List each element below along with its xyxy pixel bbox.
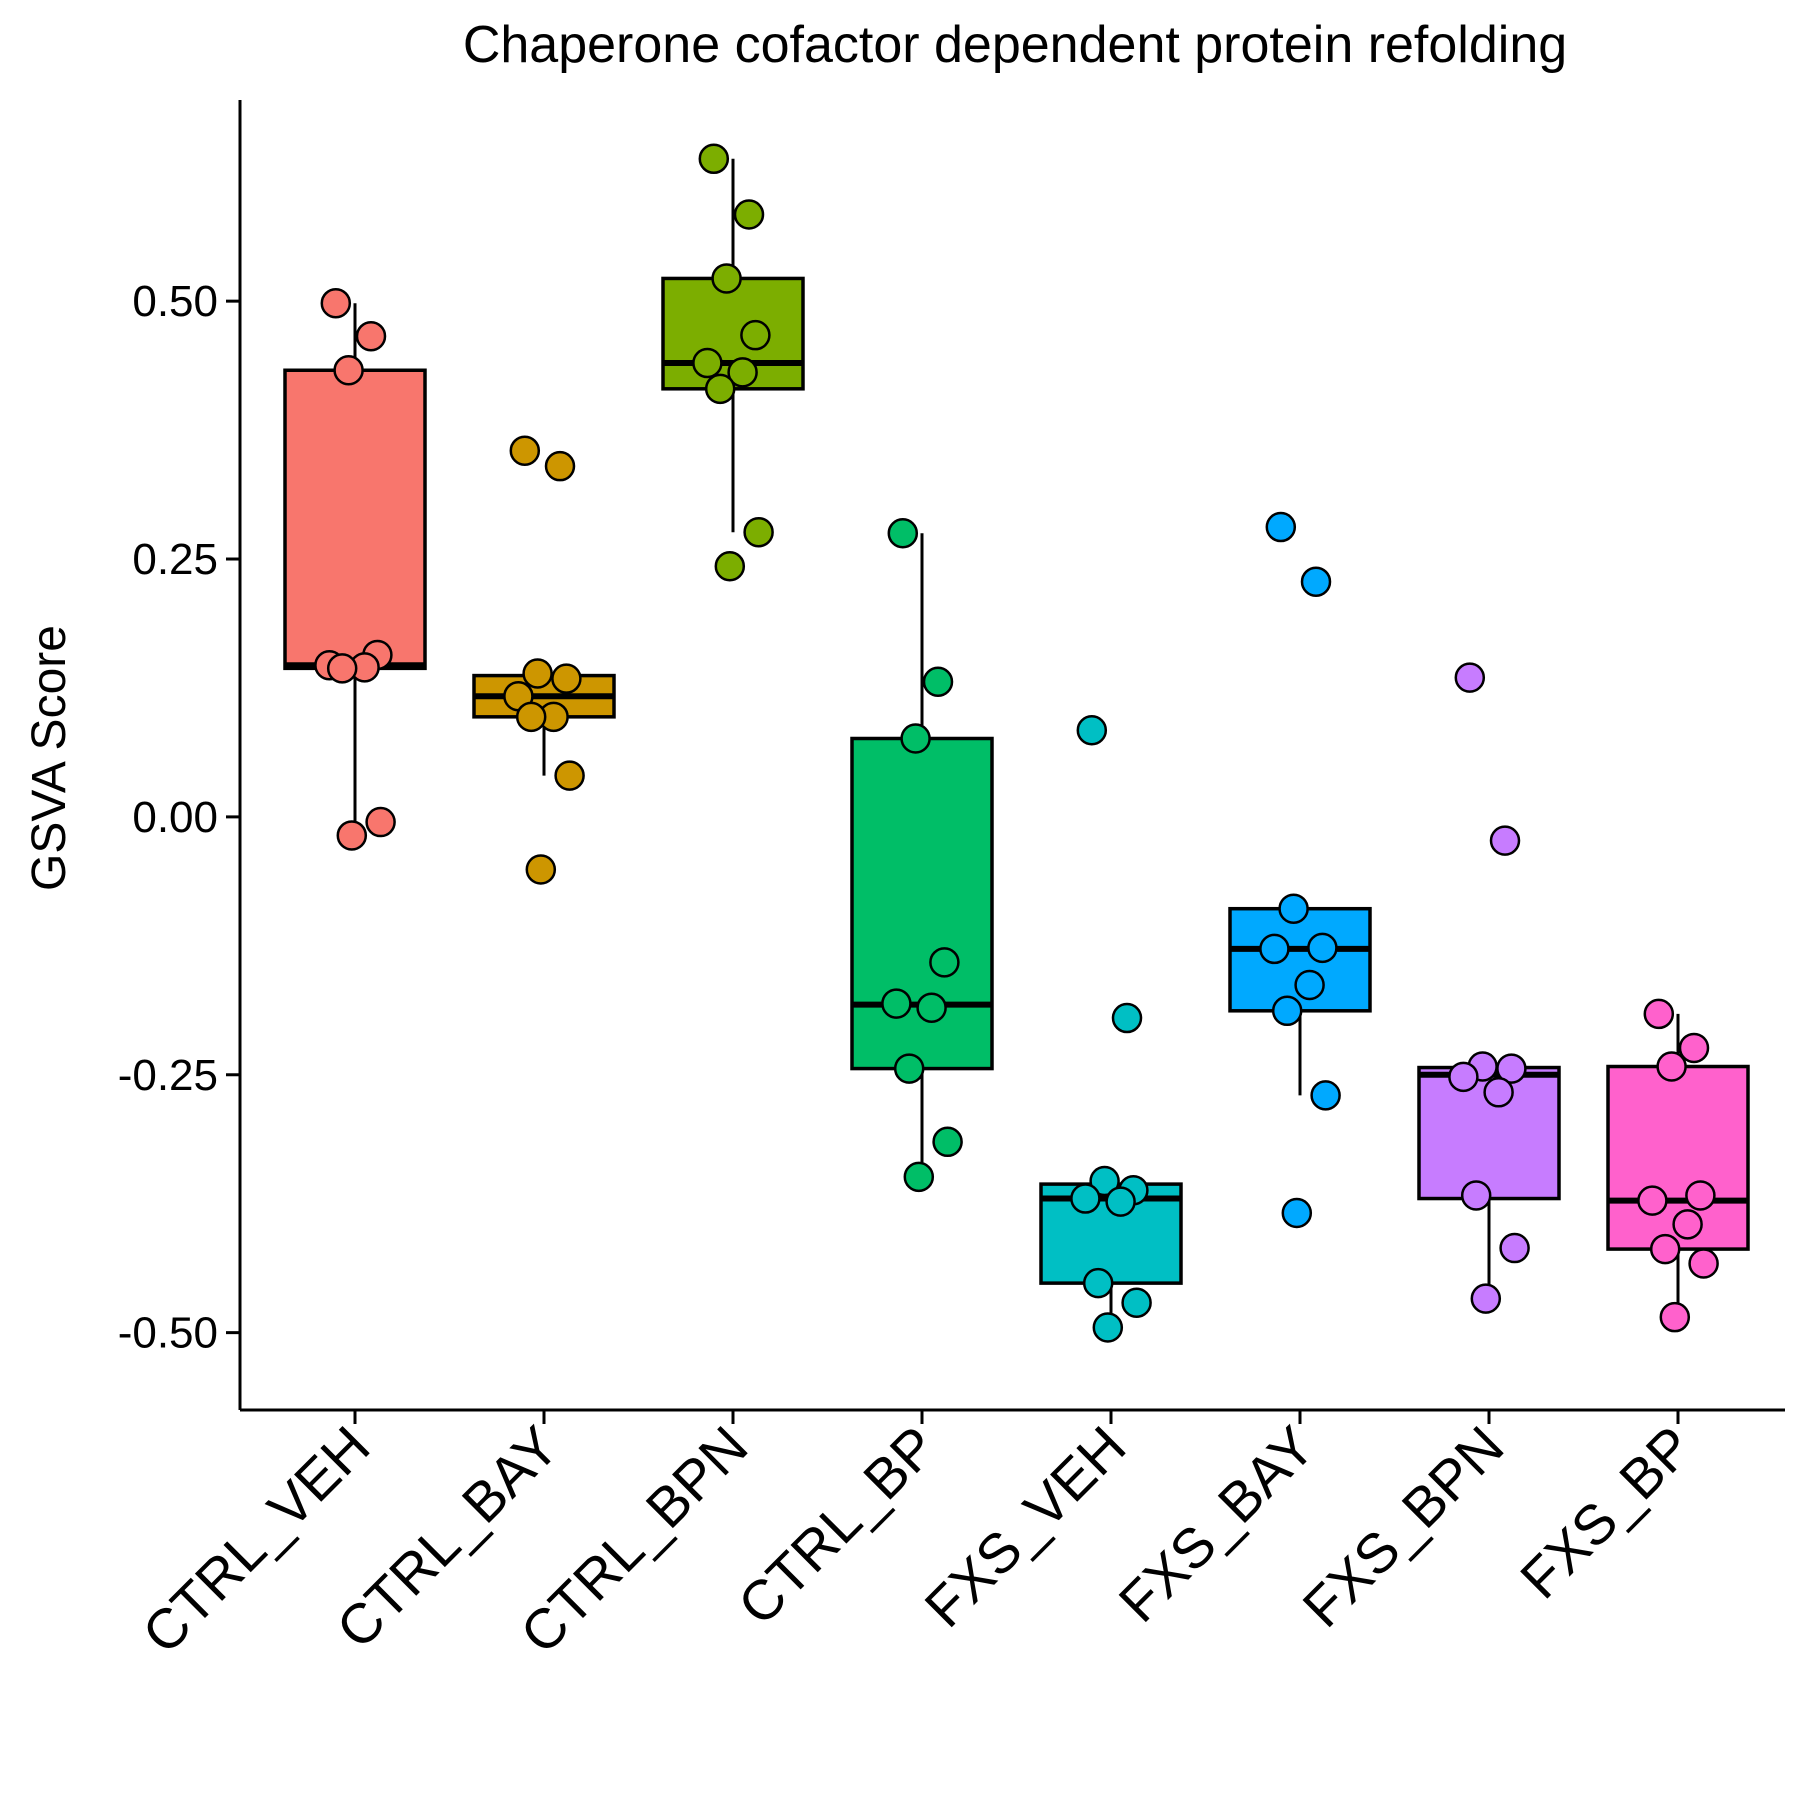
data-point bbox=[1281, 1197, 1313, 1229]
data-point bbox=[887, 517, 919, 549]
data-point bbox=[1637, 1185, 1668, 1216]
box-group-ctrl-bp bbox=[850, 517, 994, 1193]
data-point bbox=[1659, 1301, 1691, 1333]
chart-title: Chaperone cofactor dependent protein ref… bbox=[463, 16, 1567, 74]
y-tick-label: -0.50 bbox=[118, 1309, 218, 1358]
data-point bbox=[1265, 511, 1297, 543]
data-point bbox=[903, 1161, 935, 1193]
data-point bbox=[355, 320, 387, 352]
data-point bbox=[1649, 1233, 1681, 1265]
data-point bbox=[1496, 1053, 1527, 1084]
data-point bbox=[509, 435, 541, 466]
data-point bbox=[365, 806, 396, 838]
y-tick-label: 0.00 bbox=[132, 793, 218, 842]
plot-area bbox=[283, 143, 1750, 1343]
data-point bbox=[1105, 1186, 1136, 1217]
data-point bbox=[1483, 1077, 1514, 1108]
data-point bbox=[515, 701, 547, 733]
data-point bbox=[893, 1053, 925, 1084]
x-tick-label: FXS_BP bbox=[1508, 1414, 1704, 1610]
data-point bbox=[544, 450, 576, 482]
box-group-ctrl-veh bbox=[283, 287, 427, 851]
data-point bbox=[1111, 1002, 1143, 1034]
data-point bbox=[1271, 995, 1303, 1027]
data-point bbox=[326, 653, 358, 684]
data-point bbox=[1294, 969, 1325, 1001]
data-point bbox=[1307, 932, 1338, 964]
x-tick-label: CTRL_BP bbox=[726, 1414, 949, 1637]
data-point bbox=[1499, 1232, 1530, 1264]
data-point bbox=[922, 666, 954, 698]
data-point bbox=[932, 1126, 963, 1158]
data-point bbox=[929, 947, 960, 978]
data-point bbox=[692, 347, 723, 379]
data-point bbox=[900, 723, 931, 754]
y-axis-label: GSVA Score bbox=[23, 625, 76, 891]
data-point bbox=[1089, 1165, 1120, 1197]
data-point bbox=[1688, 1248, 1719, 1279]
data-point bbox=[333, 355, 364, 386]
data-point bbox=[881, 988, 912, 1019]
y-tick-label: 0.50 bbox=[132, 277, 218, 326]
y-axis: -0.50 -0.25 0.00 0.25 0.50 bbox=[118, 100, 242, 1410]
data-point bbox=[733, 199, 765, 230]
data-point bbox=[1672, 1209, 1703, 1240]
data-point bbox=[704, 373, 736, 405]
data-point bbox=[1082, 1267, 1114, 1299]
data-point bbox=[1489, 825, 1521, 856]
data-point bbox=[1643, 998, 1675, 1030]
data-point bbox=[1259, 933, 1290, 965]
data-point bbox=[1070, 1183, 1101, 1214]
data-point bbox=[740, 319, 771, 351]
data-point bbox=[1300, 566, 1332, 597]
box-group-fxs-bp bbox=[1606, 998, 1750, 1333]
data-point bbox=[1092, 1312, 1124, 1343]
data-point bbox=[1454, 662, 1486, 693]
data-point bbox=[551, 663, 582, 694]
data-point bbox=[711, 263, 742, 294]
x-tick-label: FXS_BAY bbox=[1107, 1414, 1327, 1634]
data-point bbox=[1278, 893, 1309, 924]
data-point bbox=[1076, 714, 1108, 746]
data-point bbox=[336, 820, 368, 851]
data-point bbox=[714, 550, 746, 582]
box-group-fxs-bay bbox=[1228, 511, 1372, 1229]
data-point bbox=[1121, 1287, 1152, 1318]
x-tick-label: FXS_VEH bbox=[912, 1414, 1137, 1639]
data-point bbox=[698, 143, 730, 175]
data-point bbox=[916, 992, 947, 1023]
box-group-fxs-veh bbox=[1039, 714, 1183, 1343]
data-point bbox=[727, 357, 758, 388]
data-point bbox=[1460, 1180, 1492, 1211]
data-point bbox=[320, 287, 352, 319]
data-point bbox=[1448, 1061, 1479, 1093]
x-tick-label: FXS_BPN bbox=[1290, 1414, 1515, 1639]
box-group-ctrl-bay bbox=[472, 435, 616, 885]
data-point bbox=[1685, 1180, 1716, 1211]
data-point bbox=[1656, 1051, 1687, 1082]
data-point bbox=[522, 658, 553, 689]
data-point bbox=[525, 854, 557, 885]
box-group-ctrl-bpn bbox=[661, 143, 805, 582]
data-point bbox=[743, 516, 774, 548]
y-tick-label: 0.25 bbox=[132, 535, 218, 584]
box bbox=[283, 368, 427, 671]
x-axis: CTRL_VEHCTRL_BAYCTRL_BPNCTRL_BPFXS_VEHFX… bbox=[130, 1408, 1785, 1665]
data-point bbox=[1470, 1283, 1502, 1314]
data-point bbox=[554, 760, 585, 791]
box-group-fxs-bpn bbox=[1417, 662, 1561, 1314]
data-point bbox=[1310, 1080, 1341, 1111]
y-tick-label: -0.25 bbox=[118, 1051, 218, 1100]
data-point bbox=[1678, 1032, 1710, 1064]
